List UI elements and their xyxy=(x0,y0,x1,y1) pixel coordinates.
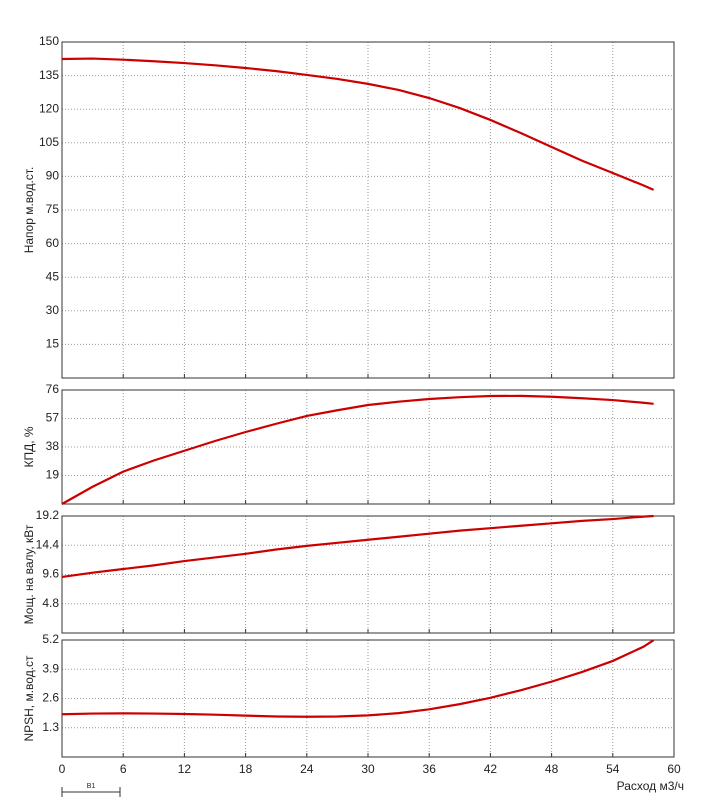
annotation: B1 xyxy=(87,783,96,790)
y-tick-label: 5.2 xyxy=(42,632,59,646)
x-axis-label: Расход м3/ч xyxy=(617,779,684,793)
y-tick-label: 90 xyxy=(46,169,60,183)
y-tick-label: 76 xyxy=(46,382,60,396)
plot-frame xyxy=(61,639,675,758)
x-tick-label: 48 xyxy=(545,762,559,776)
y-axis-label: КПД, % xyxy=(22,426,36,467)
plot-frame xyxy=(61,41,675,379)
x-tick-label: 24 xyxy=(300,762,314,776)
y-tick-label: 19.2 xyxy=(36,508,60,522)
x-tick-label: 0 xyxy=(59,762,66,776)
y-tick-label: 9.6 xyxy=(42,567,59,581)
y-tick-label: 2.6 xyxy=(42,691,59,705)
y-tick-label: 135 xyxy=(39,68,59,82)
y-tick-label: 19 xyxy=(46,468,60,482)
x-tick-label: 36 xyxy=(423,762,437,776)
curve xyxy=(61,514,654,579)
x-tick-label: 42 xyxy=(484,762,498,776)
y-tick-label: 15 xyxy=(46,337,60,351)
y-tick-label: 30 xyxy=(46,303,60,317)
x-tick-label: 30 xyxy=(361,762,375,776)
y-axis-label: Напор м.вод.ст. xyxy=(22,167,36,254)
x-tick-label: 12 xyxy=(178,762,192,776)
y-tick-label: 150 xyxy=(39,34,59,48)
x-tick-label: 6 xyxy=(120,762,127,776)
x-tick-label: 60 xyxy=(667,762,681,776)
y-tick-label: 38 xyxy=(46,439,60,453)
x-tick-label: 18 xyxy=(239,762,253,776)
y-tick-label: 1.3 xyxy=(42,720,59,734)
curve xyxy=(61,394,654,505)
plot-frame xyxy=(61,389,675,505)
y-tick-label: 3.9 xyxy=(42,661,59,675)
y-axis-label: Мощ. на валу, кВт xyxy=(22,524,36,624)
x-tick-label: 54 xyxy=(606,762,620,776)
y-axis-label: NPSH, м.вод.ст xyxy=(22,655,36,742)
y-tick-label: 45 xyxy=(46,269,60,283)
curve xyxy=(61,639,655,718)
y-tick-label: 60 xyxy=(46,236,60,250)
curve xyxy=(61,57,655,191)
plot-frame xyxy=(61,515,675,634)
y-tick-label: 120 xyxy=(39,101,59,115)
y-tick-label: 4.8 xyxy=(42,596,59,610)
y-tick-label: 57 xyxy=(46,411,60,425)
y-tick-label: 14.4 xyxy=(36,537,60,551)
y-tick-label: 105 xyxy=(39,135,59,149)
y-tick-label: 75 xyxy=(46,202,60,216)
